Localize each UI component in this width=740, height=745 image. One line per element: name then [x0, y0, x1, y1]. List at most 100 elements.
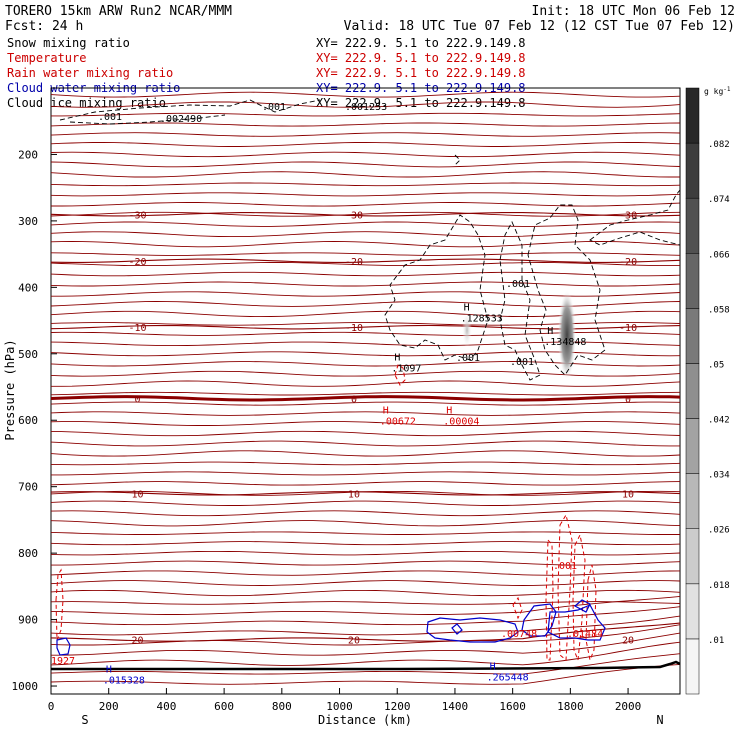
isotherm-label: -20	[345, 257, 363, 268]
isotherm	[50, 430, 681, 437]
colorbar-swatch	[685, 638, 700, 695]
x-tick-label: 1000	[326, 700, 353, 713]
colorbar-swatch	[685, 363, 700, 419]
max-marker-value: .265448	[487, 672, 529, 683]
terrain-surface	[51, 660, 681, 671]
x-tick-label: 400	[156, 700, 176, 713]
isotherm-label: -10	[345, 323, 363, 334]
max-marker-h: H	[106, 665, 112, 676]
isotherm	[50, 211, 681, 217]
forecast-hour: Fcst: 24 h	[5, 19, 83, 34]
max-marker-h: H	[464, 303, 470, 314]
isotherm	[50, 231, 681, 238]
isotherm	[50, 262, 680, 267]
max-marker-value: .134848	[544, 337, 586, 348]
colorbar-swatch	[685, 308, 700, 364]
isotherm	[51, 560, 681, 566]
y-axis: 200 300 400 500 600 700 800 900 1000	[12, 148, 57, 693]
colorbar-label: .042	[708, 416, 730, 426]
isotherm	[50, 301, 681, 307]
isotherm	[50, 401, 681, 406]
x-tick-label: 600	[214, 700, 234, 713]
y-tick-label: 1000	[12, 680, 39, 693]
valid-time: Valid: 18 UTC Tue 07 Feb 12 (12 CST Tue …	[344, 19, 735, 34]
isotherm	[50, 91, 681, 98]
isotherm-label: 10	[132, 489, 144, 500]
x-tick-label: 200	[99, 700, 119, 713]
y-tick-label: 200	[18, 148, 38, 161]
colorbar-label: .026	[708, 526, 730, 536]
isotherm-label: -30	[345, 210, 363, 221]
isotherm	[50, 151, 681, 158]
isotherm-label: 20	[132, 636, 144, 647]
isotherm-label: -10	[129, 323, 147, 334]
y-tick-label: 400	[18, 281, 38, 294]
isotherm-label: -20	[129, 257, 147, 268]
isotherm	[50, 171, 680, 178]
plot-frame	[50, 87, 681, 695]
x-axis: 0 200 400 600 800 1000 1200 1400 1600 1800 2000	[48, 688, 642, 713]
max-marker-value: .128533	[461, 314, 503, 325]
isotherm	[50, 510, 681, 517]
isotherm	[50, 351, 681, 357]
contour-labels: .002490 .001253 .001 .001 .001 .001 .001…	[51, 102, 603, 667]
colorbar-label: .018	[708, 581, 730, 591]
isotherm	[50, 606, 681, 626]
isotherm	[51, 632, 681, 656]
rain-label: .01484	[567, 629, 603, 640]
colorbar-label: .01	[708, 636, 724, 646]
isotherm-label: -10	[619, 323, 637, 334]
isotherm-label: 20	[622, 636, 634, 647]
isotherm	[50, 142, 681, 147]
isotherm	[50, 221, 681, 227]
snow-contours	[59, 99, 681, 381]
isotherm	[51, 380, 681, 387]
isotherm	[50, 132, 681, 137]
isotherm-label: 0	[135, 394, 141, 405]
y-tick-label: 900	[18, 614, 38, 627]
isotherm	[50, 421, 681, 426]
isotherm	[50, 192, 681, 197]
isotherm	[50, 361, 681, 367]
colorbar-label: .034	[708, 471, 730, 481]
isotherm	[50, 570, 681, 576]
snow-label: .002490	[160, 114, 202, 125]
colorbar-unit: g kg-1	[704, 86, 731, 96]
x-tick-label: 1400	[442, 700, 469, 713]
isotherm	[50, 541, 681, 546]
snow-label: .001	[456, 353, 480, 364]
rain-label: .001	[553, 561, 577, 572]
y-axis-title: Pressure (hPa)	[3, 339, 17, 440]
max-marker-value: .1097	[391, 363, 421, 374]
isotherm	[50, 500, 681, 506]
rain-label: 1927	[51, 656, 75, 667]
isotherm	[50, 589, 681, 597]
isotherm	[50, 252, 681, 256]
max-marker-value: .00004	[443, 417, 479, 428]
colorbar-swatch	[685, 253, 700, 309]
init-time: Init: 18 UTC Mon 06 Feb 12	[532, 4, 736, 19]
colorbar-label: .066	[708, 250, 730, 260]
isotherm	[50, 281, 681, 287]
isotherm	[50, 531, 680, 535]
isotherm	[51, 202, 681, 207]
isotherm-label: 0	[625, 394, 631, 405]
isotherm	[51, 291, 681, 297]
snow-label: .001253	[345, 102, 387, 113]
isotherm	[50, 411, 681, 416]
max-marker-h: H	[490, 661, 496, 672]
max-marker-h: H	[547, 326, 553, 337]
isotherm-labeled	[50, 395, 681, 402]
isotherm	[50, 461, 681, 466]
colorbar-swatch	[685, 87, 700, 144]
snow-core-shading	[558, 290, 576, 380]
colorbar-swatch	[685, 528, 700, 585]
legend-snow-xy: XY= 222.9. 5.1 to 222.9.149.8	[316, 36, 526, 50]
maxima-markers: H.128533H.134848H.1097H.00672H.00004H.01…	[103, 303, 587, 687]
isotherm	[50, 601, 681, 605]
x-tick-label: 2000	[615, 700, 642, 713]
colorbar-label: .058	[708, 305, 730, 315]
isotherm	[50, 310, 681, 318]
isotherm-label: 10	[348, 489, 360, 500]
